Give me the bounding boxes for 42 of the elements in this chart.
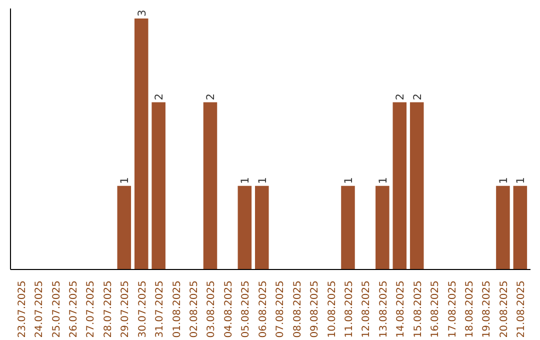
data-label: 1 <box>256 177 269 184</box>
x-tick-label: 03.08.2025 <box>206 280 218 338</box>
x-tick-label: 11.08.2025 <box>344 280 355 338</box>
x-tick-label: 26.07.2025 <box>68 280 80 338</box>
x-tick-label: 16.08.2025 <box>430 280 442 338</box>
data-label: 1 <box>496 177 510 184</box>
data-label: 1 <box>514 177 528 184</box>
x-tick-label: 23.07.2025 <box>16 280 28 338</box>
x-tick-label: 07.08.2025 <box>275 280 286 338</box>
x-tick-label: 18.08.2025 <box>464 280 476 338</box>
x-tick-label: 08.08.2025 <box>292 280 304 338</box>
data-label: 2 <box>204 93 218 100</box>
x-tick-label: 31.07.2025 <box>154 280 166 338</box>
x-tick-label: 02.08.2025 <box>189 280 200 338</box>
data-label: 1 <box>118 177 132 184</box>
x-tick-label: 06.08.2025 <box>258 280 269 338</box>
x-tick-label: 12.08.2025 <box>361 280 372 338</box>
data-label: 2 <box>394 93 407 100</box>
data-label: 1 <box>342 177 355 184</box>
data-label: 3 <box>135 10 148 17</box>
x-tick-label: 13.08.2025 <box>378 280 390 338</box>
x-tick-label: 17.08.2025 <box>447 280 458 338</box>
x-tick-label: 21.08.2025 <box>516 280 528 338</box>
x-tick-label: 04.08.2025 <box>223 280 234 338</box>
x-tick-label: 25.07.2025 <box>51 280 62 338</box>
x-tick-label: 20.08.2025 <box>498 280 510 338</box>
x-tick-label: 05.08.2025 <box>240 280 252 338</box>
data-label: 2 <box>410 93 424 100</box>
x-tick-label: 19.08.2025 <box>482 280 493 338</box>
x-tick-label: 30.07.2025 <box>137 280 148 338</box>
data-label: 1 <box>376 177 390 184</box>
x-tick-label: 24.07.2025 <box>34 280 46 338</box>
x-tick-label: 29.07.2025 <box>120 280 132 338</box>
data-label: 1 <box>238 177 252 184</box>
x-tick-label: 27.07.2025 <box>86 280 97 338</box>
x-tick-label: 10.08.2025 <box>326 280 338 338</box>
data-label: 2 <box>152 93 166 100</box>
x-tick-label: 01.08.2025 <box>172 280 183 338</box>
x-tick-label: 28.07.2025 <box>102 280 114 338</box>
x-tick-label: 15.08.2025 <box>412 280 424 338</box>
x-tick-label: 09.08.2025 <box>310 280 321 338</box>
x-tick-label: 14.08.2025 <box>396 280 407 338</box>
